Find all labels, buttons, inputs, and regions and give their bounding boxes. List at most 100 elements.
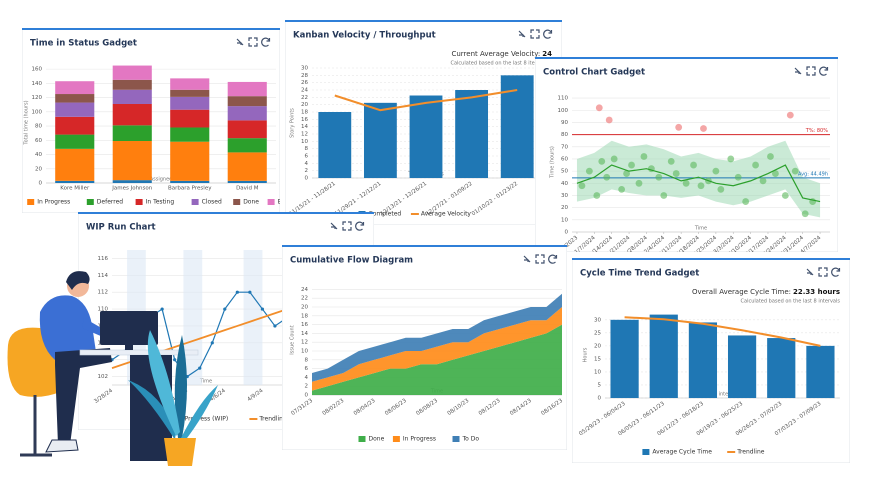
legend-swatch	[642, 449, 650, 455]
issue-point	[578, 182, 586, 190]
issue-point	[742, 198, 750, 205]
legend-label: In Progress	[403, 436, 436, 443]
bar-segment	[55, 116, 95, 135]
subtitle-value: 24	[542, 50, 552, 58]
bar-segment	[55, 134, 95, 149]
issue-point	[712, 167, 720, 175]
bar-segment	[55, 180, 95, 183]
x-axis-title: Time	[694, 226, 707, 232]
gadget-title: Kanban Velocity / Throughput	[293, 31, 436, 41]
weekend-shade	[183, 250, 203, 385]
subtitle-label: Current Average Velocity:	[451, 50, 540, 58]
legend-label: Trendline	[258, 416, 287, 423]
bar-segment	[55, 81, 95, 95]
icon-collapse	[794, 67, 802, 75]
note: Calculated based on the last 8 iteration…	[450, 61, 552, 67]
hair	[66, 271, 90, 290]
y-tick-label: 60	[35, 138, 42, 144]
y-tick-label: 110	[98, 307, 109, 313]
legend-label: To Do	[0, 199, 16, 206]
legend-label: In Testing	[146, 199, 175, 206]
point	[210, 341, 214, 345]
icon-refresh	[548, 254, 558, 264]
legend-swatch	[392, 436, 400, 442]
bar-segment	[170, 141, 210, 181]
bar-segment	[112, 65, 152, 80]
legend-swatch	[191, 199, 199, 205]
gadget-top-border	[22, 28, 280, 30]
issue-point	[752, 161, 759, 169]
issue-point	[603, 173, 611, 181]
gadget-title: WIP Run Chart	[86, 223, 156, 233]
y-tick-label: 22	[301, 95, 308, 101]
flow-area	[312, 307, 562, 391]
flow-area	[312, 293, 562, 382]
icon-expand	[818, 267, 828, 277]
x-tick-label: Barbara Presley	[168, 186, 212, 192]
issue-point	[690, 161, 697, 169]
issue-point	[759, 177, 767, 185]
icon-collapse	[806, 268, 814, 276]
x-tick-label: Kore Miller	[60, 186, 90, 192]
issue-point	[727, 155, 735, 163]
legend-swatch	[452, 436, 460, 442]
subtitle-label: Overall Average Cycle Time:	[692, 288, 791, 296]
x-axis-title: Time intervals	[704, 392, 741, 398]
bar	[727, 335, 757, 398]
subtitle-value: 22.33 hours	[793, 288, 840, 296]
y-tick-label: 20	[301, 305, 308, 311]
legend-label: Deferred	[97, 199, 124, 206]
legend-label: Trendline	[736, 449, 765, 456]
issue-point	[697, 182, 705, 190]
icon-expand	[342, 221, 352, 231]
legend-label: Blocked	[278, 199, 302, 206]
point	[173, 358, 177, 362]
issue-point	[767, 153, 774, 160]
bar	[806, 345, 835, 398]
outlier-point	[595, 104, 603, 112]
legend-swatch	[233, 199, 241, 205]
icon-expand	[806, 66, 816, 76]
y-tick-label: 12	[301, 340, 308, 346]
bar-segment	[227, 138, 267, 153]
bar-segment	[55, 148, 95, 181]
gadget-title: Cycle Time Trend Gadget	[580, 269, 699, 279]
y-axis-title: Story Points	[290, 108, 296, 138]
legend-swatch	[86, 199, 94, 205]
y-tick-label: 0	[598, 396, 602, 402]
y-axis-title: Hours	[583, 347, 589, 362]
icon-refresh	[543, 29, 553, 39]
legend-swatch	[135, 199, 143, 205]
y-tick-label: 8	[305, 357, 309, 363]
y-tick-label: 0	[39, 181, 43, 187]
gadget-top-border	[282, 245, 567, 247]
y-tick-label: 0	[305, 393, 309, 399]
y-tick-label: 10	[594, 369, 601, 375]
issue-point	[717, 185, 725, 193]
std-dev-band	[576, 140, 821, 218]
bar-segment	[112, 103, 152, 126]
icon-collapse	[523, 255, 531, 263]
icon-refresh	[355, 221, 365, 231]
line	[624, 316, 821, 347]
y-tick-label: 120	[32, 95, 43, 101]
issue-point	[593, 192, 601, 199]
issue-point	[655, 173, 663, 181]
icon-refresh	[819, 66, 829, 76]
bar-segment	[112, 125, 152, 142]
bar-segment	[170, 78, 210, 90]
legend-label: Completed	[369, 211, 402, 218]
issue-point	[598, 157, 606, 165]
point	[248, 290, 252, 294]
y-tick-label: 18	[301, 313, 308, 319]
y-tick-label: 110	[558, 96, 569, 102]
y-tick-label: 24	[301, 88, 308, 94]
issue-point	[585, 167, 593, 175]
gadget-top-border	[285, 20, 562, 22]
point	[235, 290, 239, 294]
point	[160, 307, 164, 311]
y-tick-label: 8	[305, 146, 309, 152]
issue-point	[801, 210, 809, 218]
